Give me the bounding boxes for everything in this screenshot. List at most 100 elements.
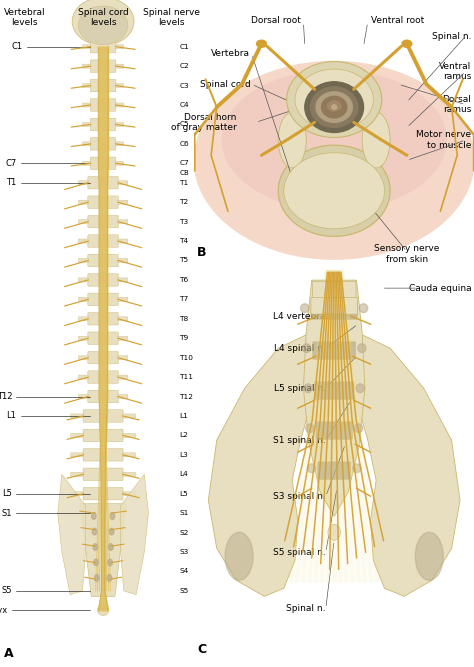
FancyBboxPatch shape (118, 394, 128, 399)
Text: C4: C4 (179, 102, 189, 108)
Ellipse shape (256, 40, 266, 47)
FancyBboxPatch shape (78, 239, 89, 243)
Text: Dorsal root: Dorsal root (251, 17, 301, 25)
FancyBboxPatch shape (88, 177, 118, 189)
FancyBboxPatch shape (118, 219, 128, 223)
FancyBboxPatch shape (82, 45, 91, 49)
Text: Spinal cord: Spinal cord (200, 80, 250, 89)
Text: Spinal nerve
levels: Spinal nerve levels (143, 8, 200, 27)
FancyBboxPatch shape (78, 219, 89, 223)
Text: Dorsal
ramus: Dorsal ramus (442, 95, 471, 114)
Text: S2: S2 (179, 530, 189, 536)
Ellipse shape (316, 92, 352, 122)
FancyBboxPatch shape (78, 317, 89, 321)
FancyBboxPatch shape (115, 103, 124, 107)
FancyBboxPatch shape (115, 123, 124, 127)
Ellipse shape (94, 559, 98, 566)
FancyBboxPatch shape (118, 317, 128, 321)
FancyBboxPatch shape (88, 273, 118, 286)
Text: L4 spinal n.: L4 spinal n. (274, 344, 326, 353)
Text: L2: L2 (179, 432, 188, 438)
Text: S3 spinal n.: S3 spinal n. (273, 492, 326, 501)
Text: S1: S1 (2, 509, 12, 518)
FancyBboxPatch shape (82, 83, 91, 87)
FancyBboxPatch shape (318, 462, 351, 480)
Ellipse shape (307, 464, 316, 473)
Ellipse shape (359, 303, 368, 313)
FancyBboxPatch shape (88, 352, 118, 364)
Ellipse shape (301, 303, 309, 313)
FancyBboxPatch shape (314, 382, 354, 400)
FancyBboxPatch shape (88, 390, 118, 403)
Text: C7: C7 (179, 160, 189, 166)
FancyBboxPatch shape (78, 278, 89, 282)
Polygon shape (58, 474, 86, 594)
FancyBboxPatch shape (91, 41, 116, 53)
Text: Cauda equina: Cauda equina (409, 283, 471, 293)
FancyBboxPatch shape (118, 297, 128, 301)
FancyBboxPatch shape (122, 492, 136, 496)
Text: C5: C5 (179, 121, 189, 127)
Text: L1: L1 (7, 412, 17, 420)
FancyBboxPatch shape (91, 118, 116, 131)
Text: S5 spinal n.: S5 spinal n. (273, 548, 326, 557)
FancyBboxPatch shape (78, 394, 89, 399)
Polygon shape (80, 504, 126, 596)
Text: L5: L5 (179, 491, 188, 497)
FancyBboxPatch shape (88, 332, 118, 344)
Polygon shape (208, 332, 312, 596)
Text: L4: L4 (179, 472, 188, 478)
Text: C1: C1 (179, 44, 189, 49)
Text: Motor nerve
to muscle: Motor nerve to muscle (416, 130, 471, 150)
FancyBboxPatch shape (71, 414, 84, 418)
Text: Ventral
ramus: Ventral ramus (439, 62, 471, 81)
Ellipse shape (305, 82, 364, 133)
Ellipse shape (78, 6, 128, 45)
FancyBboxPatch shape (88, 254, 118, 267)
FancyBboxPatch shape (71, 472, 84, 476)
Ellipse shape (284, 153, 384, 229)
Text: T9: T9 (179, 336, 189, 342)
Text: T12: T12 (179, 394, 193, 400)
Text: L1: L1 (179, 413, 188, 419)
Text: T10: T10 (179, 355, 193, 361)
FancyBboxPatch shape (82, 142, 91, 146)
Text: Spinal n.: Spinal n. (286, 604, 326, 613)
FancyBboxPatch shape (78, 356, 89, 360)
FancyBboxPatch shape (88, 371, 118, 384)
Text: L3: L3 (179, 452, 188, 458)
Ellipse shape (415, 532, 443, 580)
Text: T3: T3 (179, 219, 189, 225)
FancyBboxPatch shape (115, 64, 124, 68)
Ellipse shape (225, 532, 253, 580)
Ellipse shape (402, 40, 412, 47)
Text: T11: T11 (179, 374, 193, 380)
Ellipse shape (332, 105, 337, 109)
FancyBboxPatch shape (312, 281, 356, 298)
FancyBboxPatch shape (313, 342, 356, 360)
FancyBboxPatch shape (82, 123, 91, 127)
Ellipse shape (354, 424, 363, 433)
FancyBboxPatch shape (82, 161, 91, 165)
Text: S3: S3 (179, 549, 189, 555)
Ellipse shape (94, 574, 99, 581)
FancyBboxPatch shape (71, 453, 84, 457)
FancyBboxPatch shape (83, 468, 123, 480)
Ellipse shape (321, 96, 347, 118)
Text: T4: T4 (179, 238, 189, 244)
Text: C6: C6 (179, 141, 189, 147)
FancyBboxPatch shape (88, 313, 118, 325)
Text: S5: S5 (2, 586, 12, 596)
Text: C3: C3 (179, 83, 189, 89)
FancyBboxPatch shape (122, 414, 136, 418)
Ellipse shape (222, 71, 446, 210)
Text: T2: T2 (179, 199, 189, 205)
Text: T6: T6 (179, 277, 189, 283)
Ellipse shape (362, 112, 390, 168)
Ellipse shape (358, 344, 366, 353)
FancyBboxPatch shape (311, 297, 357, 314)
Ellipse shape (295, 69, 374, 130)
Text: Spinal n.: Spinal n. (432, 31, 471, 41)
FancyBboxPatch shape (78, 200, 89, 204)
Text: Vertebra: Vertebra (211, 49, 250, 59)
